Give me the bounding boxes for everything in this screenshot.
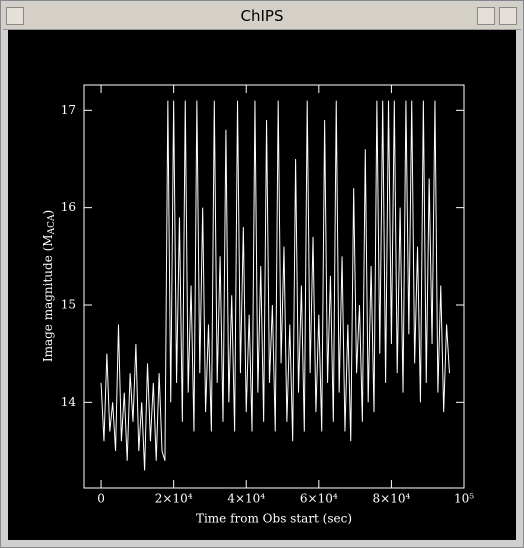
y-tick-label: 16 [61,200,76,214]
window-title: ChIPS [240,7,284,25]
x-tick-label: 0 [97,492,105,506]
minimize-button[interactable] [477,7,495,25]
y-axis-label: Image magnitude (MACA) [41,210,57,362]
y-tick-label: 17 [61,103,76,117]
chart: Time from Obs start (sec) Image magnitud… [8,30,516,540]
x-tick-label: 10⁵ [454,492,474,506]
window-menu-button[interactable] [6,7,24,25]
x-tick-label: 4×10⁴ [227,492,265,506]
y-tick-label: 14 [61,395,77,409]
y-tick-label: 15 [61,297,76,311]
x-tick-label: 6×10⁴ [300,492,338,506]
x-tick-label: 8×10⁴ [373,492,411,506]
maximize-button[interactable] [499,7,517,25]
plot-frame [83,84,465,489]
x-axis-label: Time from Obs start (sec) [196,512,352,526]
title-bar: ChIPS [3,3,521,30]
data-line [100,100,450,471]
x-tick-label: 2×10⁴ [155,492,193,506]
